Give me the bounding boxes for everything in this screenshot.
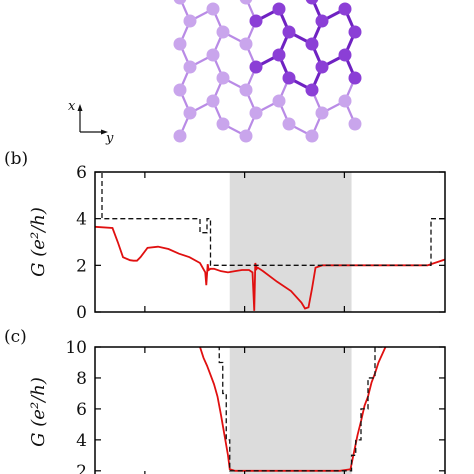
panel-b-ytick-label: 4 bbox=[76, 210, 87, 230]
panel-c-ytick-label: 2 bbox=[76, 462, 87, 474]
panel-b-ytick-label: 2 bbox=[76, 256, 87, 276]
lattice-atom bbox=[173, 83, 187, 97]
panel-b-label: (b) bbox=[4, 149, 28, 169]
lattice-atom bbox=[206, 48, 220, 62]
lattice-atom bbox=[315, 60, 329, 74]
lattice-atom bbox=[338, 2, 352, 16]
lattice-atom bbox=[282, 25, 296, 39]
lattice-atom bbox=[239, 37, 253, 51]
lattice-atom bbox=[305, 0, 319, 5]
panel-c-ytick-label: 10 bbox=[65, 338, 87, 358]
axis-x-label: x bbox=[68, 99, 76, 114]
lattice-atom bbox=[249, 14, 263, 28]
lattice-atom bbox=[272, 2, 286, 16]
lattice-atom bbox=[282, 71, 296, 85]
panel-b-frame bbox=[94, 171, 446, 313]
lattice-atom bbox=[216, 71, 230, 85]
lattice-atom bbox=[206, 2, 220, 16]
panel-b-series-solid bbox=[95, 225, 445, 311]
y-axis-arrowhead bbox=[101, 129, 108, 135]
lattice-atom bbox=[315, 14, 329, 28]
lattice-atom bbox=[183, 14, 197, 28]
lattice-atom bbox=[272, 94, 286, 108]
panel-c-label: (c) bbox=[4, 327, 27, 347]
lattice-atom bbox=[173, 129, 187, 143]
coordinate-axes-indicator: x y bbox=[68, 99, 114, 146]
panel-b-shaded-region bbox=[229, 172, 352, 312]
axis-y-label: y bbox=[105, 131, 114, 146]
lattice-atom bbox=[239, 83, 253, 97]
lattice-atom bbox=[338, 48, 352, 62]
lattice-atom bbox=[173, 0, 187, 5]
lattice-atom bbox=[348, 117, 362, 131]
lattice-atom bbox=[272, 48, 286, 62]
lattice-atom bbox=[348, 25, 362, 39]
panel-c-shaded-region bbox=[229, 347, 352, 474]
lattice-atom bbox=[249, 60, 263, 74]
lattice-atom bbox=[338, 94, 352, 108]
lattice-atom bbox=[183, 106, 197, 120]
lattice-atom bbox=[348, 71, 362, 85]
panel-c: (c) G (e²/h) 2 4 6 8 10 bbox=[4, 327, 446, 474]
lattice-atom bbox=[216, 25, 230, 39]
lattice-atom bbox=[216, 117, 230, 131]
x-axis-arrowhead bbox=[77, 104, 83, 111]
lattice-atom bbox=[183, 60, 197, 74]
panel-c-ytick-label: 6 bbox=[76, 400, 87, 420]
panel-c-ytick-label: 4 bbox=[76, 431, 87, 451]
lattice-atom bbox=[239, 0, 253, 5]
panel-b-ytick-label: 0 bbox=[76, 303, 87, 323]
lattice-atom bbox=[315, 106, 329, 120]
lattice-atom bbox=[305, 129, 319, 143]
panel-b-series-dashed bbox=[95, 172, 445, 266]
panel-c-ytick-label: 8 bbox=[76, 369, 87, 389]
lattice-atom bbox=[249, 106, 263, 120]
lattice-schematic bbox=[173, 0, 362, 143]
lattice-atom bbox=[282, 117, 296, 131]
lattice-atom bbox=[305, 37, 319, 51]
lattice-atom bbox=[239, 129, 253, 143]
panel-b-ytick-label: 6 bbox=[76, 163, 87, 183]
lattice-atom bbox=[305, 83, 319, 97]
panel-b: (b) G (e²/h) 0 2 4 6 bbox=[4, 149, 446, 323]
lattice-atom bbox=[173, 37, 187, 51]
panel-c-series-dashed bbox=[217, 347, 382, 472]
panel-b-ylabel: G (e²/h) bbox=[28, 207, 49, 277]
lattice-atom bbox=[206, 94, 220, 108]
panel-c-frame bbox=[94, 346, 446, 474]
panel-c-ylabel: G (e²/h) bbox=[28, 377, 49, 447]
